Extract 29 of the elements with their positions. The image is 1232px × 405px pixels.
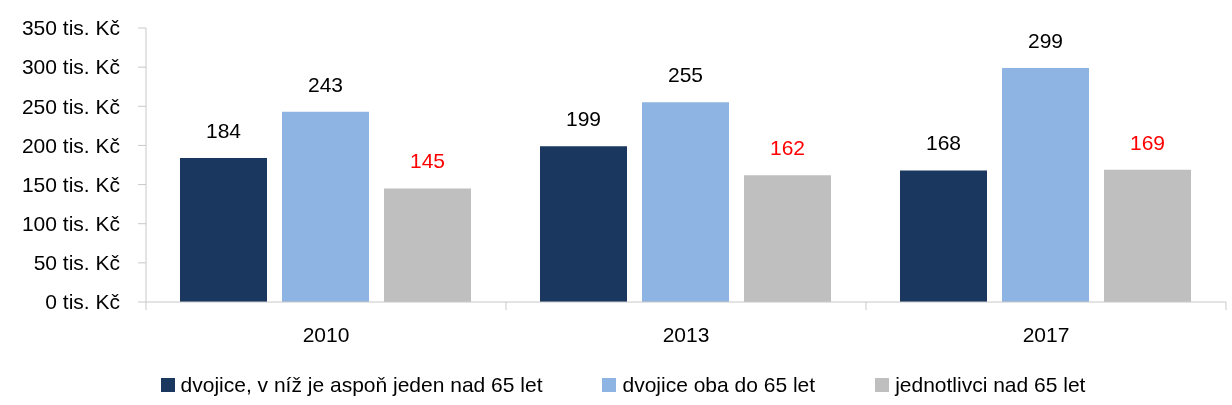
legend-label: jednotlivci nad 65 let (895, 373, 1086, 397)
bar (1002, 67, 1089, 302)
data-label: 145 (409, 149, 446, 173)
bar (540, 146, 627, 302)
bar (180, 157, 267, 302)
data-label: 169 (1129, 130, 1166, 154)
data-label: 299 (1027, 28, 1064, 52)
y-tick-label: 250 tis. Kč (21, 94, 120, 118)
y-tick-label: 100 tis. Kč (21, 212, 120, 236)
data-label: 255 (667, 63, 704, 87)
data-label: 199 (565, 107, 602, 131)
x-tick-label: 2010 (302, 322, 350, 346)
data-label: 168 (925, 131, 962, 155)
bar (642, 102, 729, 302)
legend-label: dvojice, v níž je aspoň jeden nad 65 let (180, 373, 543, 397)
y-tick-label: 350 tis. Kč (21, 16, 120, 40)
y-tick-label: 150 tis. Kč (21, 172, 120, 196)
y-tick-label: 50 tis. Kč (33, 251, 120, 275)
data-label: 243 (307, 72, 344, 96)
x-tick-label: 2017 (1022, 322, 1070, 346)
x-tick-label: 2013 (662, 322, 710, 346)
bar (900, 170, 987, 302)
y-tick-label: 0 tis. Kč (45, 290, 120, 314)
data-label: 184 (205, 118, 242, 142)
y-tick-label: 300 tis. Kč (21, 55, 120, 79)
y-tick-label: 200 tis. Kč (21, 133, 120, 157)
legend-label: dvojice oba do 65 let (622, 373, 816, 397)
bar (282, 111, 369, 302)
data-label: 162 (769, 136, 806, 160)
